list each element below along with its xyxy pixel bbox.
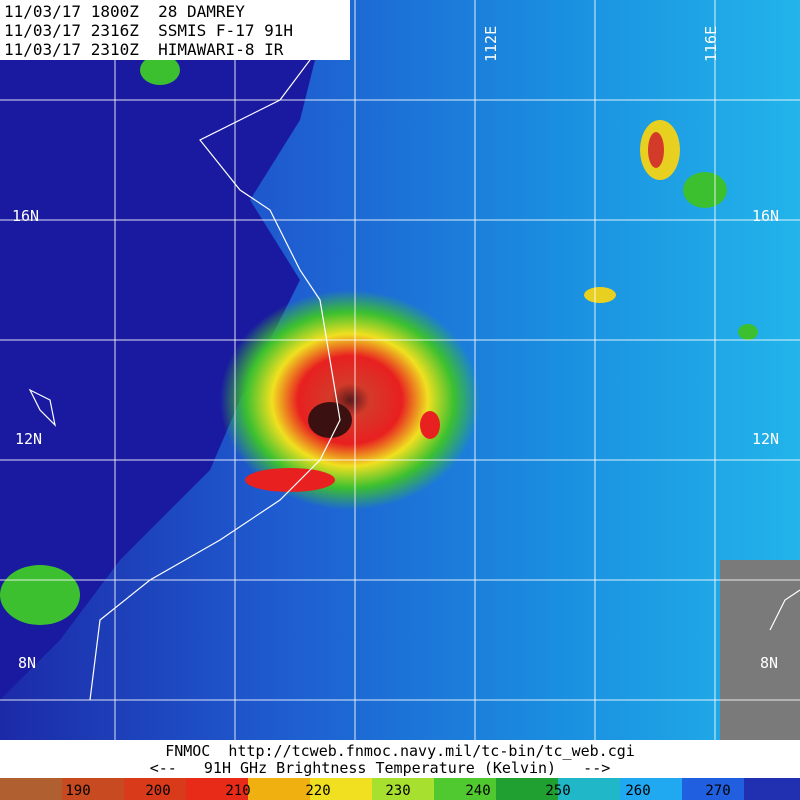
colorbar-label: 270 <box>705 783 730 799</box>
colorbar-label: 240 <box>465 783 490 799</box>
lon-label: 116E <box>702 26 720 62</box>
lat-label: 12N <box>15 430 42 448</box>
header-line: 11/03/17 2316Z SSMIS F-17 91H <box>4 21 293 40</box>
caption: <-- 91H GHz Brightness Temperature (Kelv… <box>150 759 611 777</box>
colorbar-label: 220 <box>305 783 330 799</box>
colorbar: 190 200 210 220 230 240 250 260 270 <box>0 778 800 800</box>
footer: FNMOC http://tcweb.fnmoc.navy.mil/tc-bin… <box>0 740 800 778</box>
colorbar-label: 230 <box>385 783 410 799</box>
imagery <box>0 0 800 740</box>
lat-label: 16N <box>12 207 39 225</box>
header-box: 11/03/17 1800Z 28 DAMREY 11/03/17 2316Z … <box>0 0 350 60</box>
lat-label: 16N <box>752 207 779 225</box>
source: FNMOC http://tcweb.fnmoc.navy.mil/tc-bin… <box>165 742 635 760</box>
header-line: 11/03/17 1800Z 28 DAMREY <box>4 2 245 21</box>
grid-lines <box>0 0 800 740</box>
grid-labels: 16N 16N 12N 12N 8N 8N 112E 116E <box>12 26 779 672</box>
colorbar-label: 250 <box>545 783 570 799</box>
colorbar-label: 260 <box>625 783 650 799</box>
header-line: 11/03/17 2310Z HIMAWARI-8 IR <box>4 40 284 59</box>
colorbar-label: 200 <box>145 783 170 799</box>
colorbar-label: 190 <box>65 783 90 799</box>
lon-label: 112E <box>482 26 500 62</box>
lat-label: 8N <box>18 654 36 672</box>
lat-label: 12N <box>752 430 779 448</box>
lat-label: 8N <box>760 654 778 672</box>
colorbar-label: 210 <box>225 783 250 799</box>
